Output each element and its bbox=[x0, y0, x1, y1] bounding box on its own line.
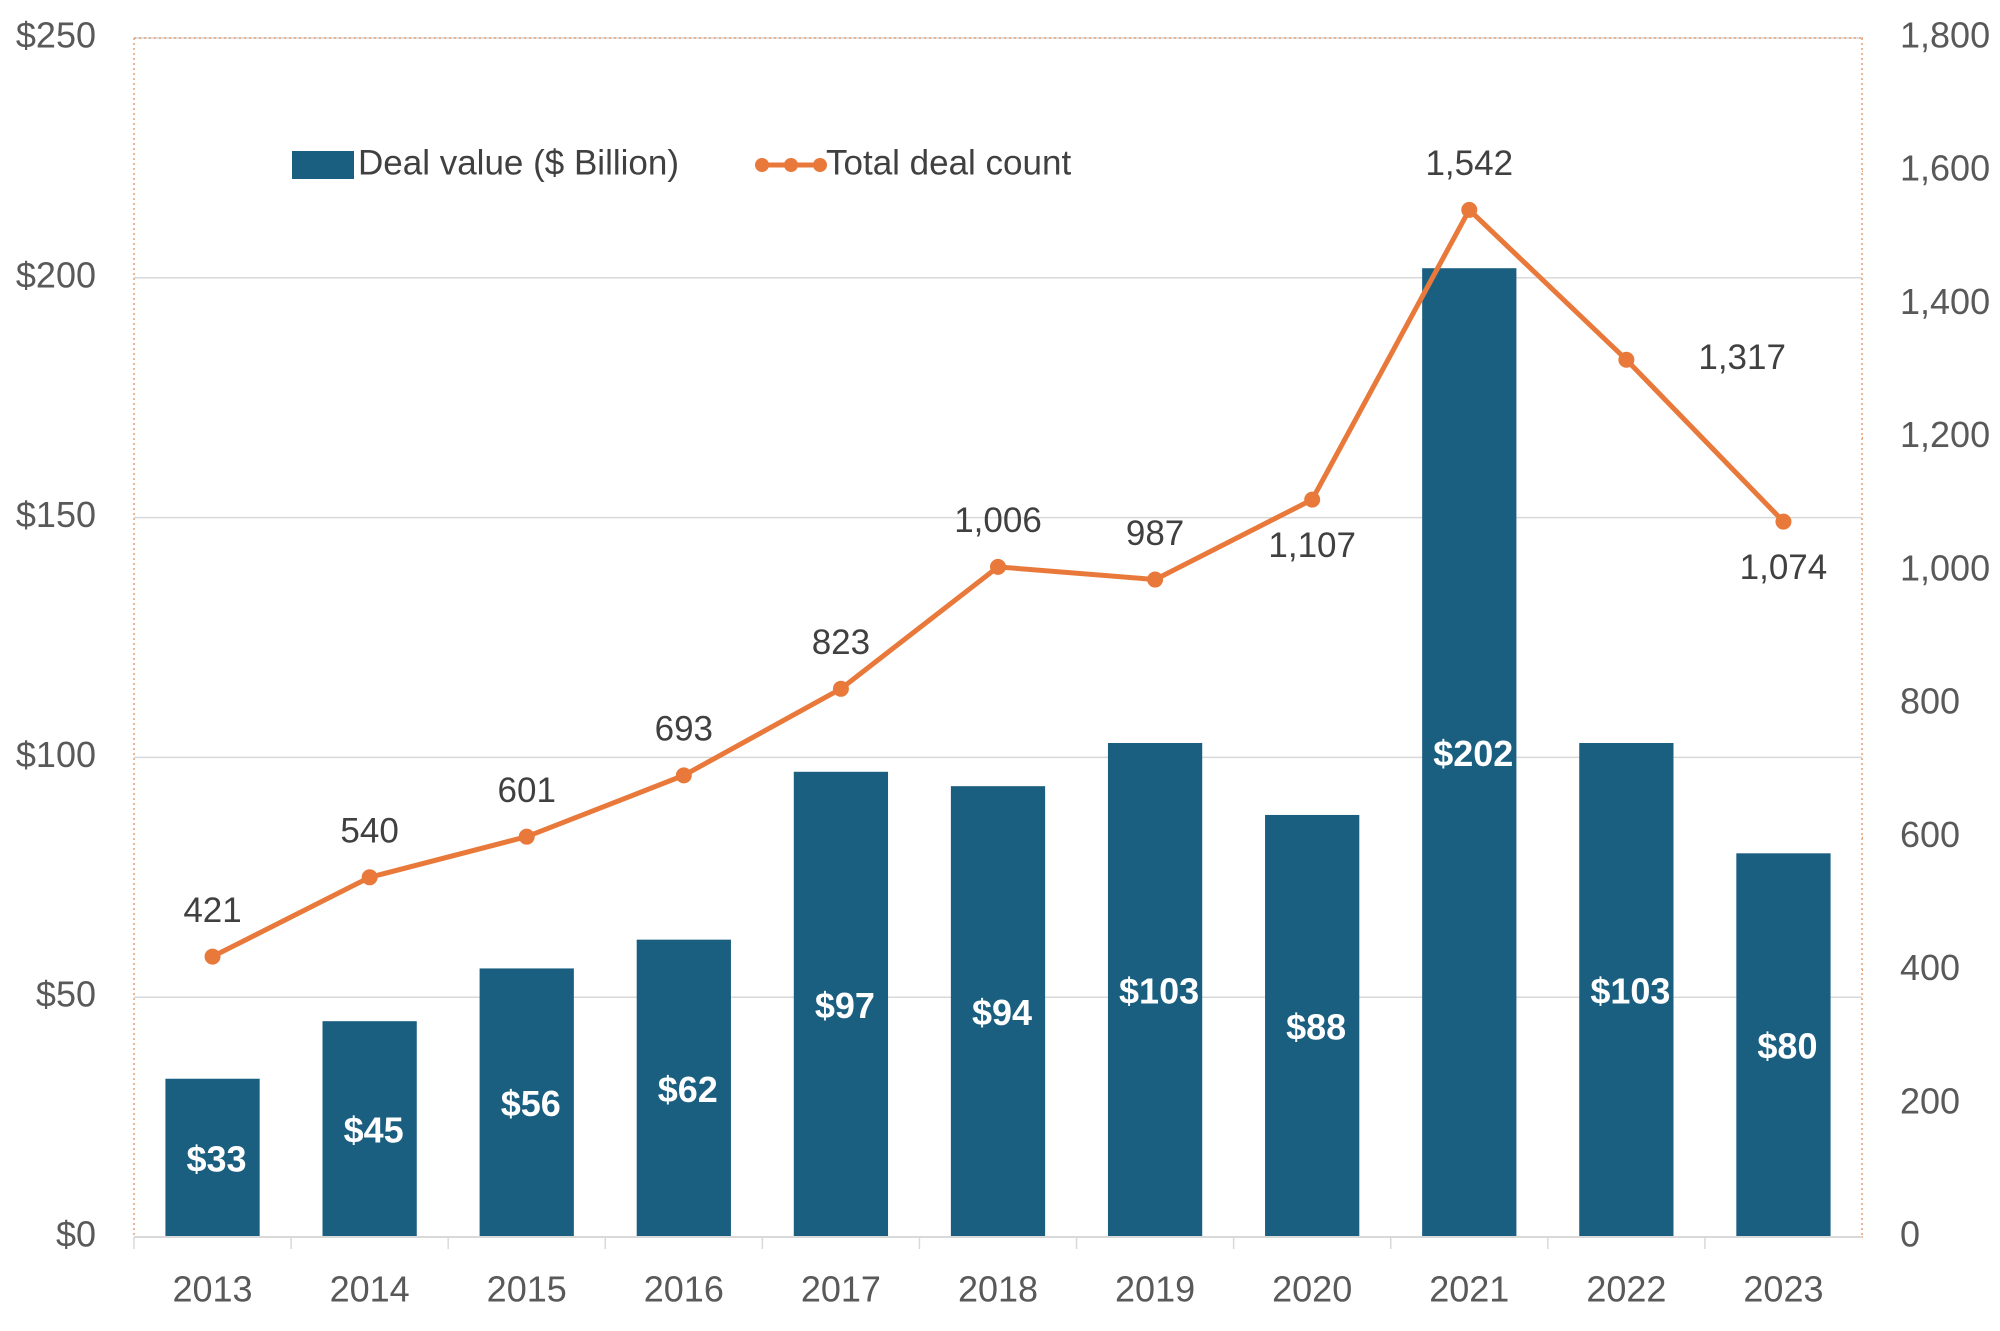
line-marker bbox=[1775, 513, 1792, 530]
bar-value-label: $56 bbox=[501, 1083, 561, 1124]
bar bbox=[950, 786, 1046, 1237]
line-value-label: 1,317 bbox=[1698, 338, 1786, 377]
y-tick-label: $100 bbox=[16, 734, 96, 775]
bar bbox=[1265, 814, 1360, 1237]
line-value-label: 1,074 bbox=[1740, 548, 1828, 587]
x-tick-label: 2017 bbox=[801, 1269, 881, 1310]
line-value-label: 987 bbox=[1126, 514, 1184, 553]
y2-tick-label: 1,600 bbox=[1900, 148, 1990, 189]
line-value-label: 540 bbox=[340, 812, 398, 851]
legend-marker bbox=[755, 158, 769, 172]
bar-value-label: $62 bbox=[658, 1069, 718, 1110]
bar bbox=[165, 1078, 260, 1237]
bar-value-label: $45 bbox=[344, 1110, 404, 1151]
y-tick-label: $200 bbox=[16, 254, 96, 295]
y2-tick-label: 0 bbox=[1900, 1214, 1920, 1255]
x-tick-label: 2018 bbox=[958, 1269, 1038, 1310]
bar bbox=[1736, 853, 1831, 1237]
y2-tick-label: 1,000 bbox=[1900, 547, 1990, 588]
y2-tick-label: 200 bbox=[1900, 1080, 1960, 1121]
y2-tick-label: 800 bbox=[1900, 681, 1960, 722]
x-tick-label: 2013 bbox=[172, 1269, 252, 1310]
legend-marker bbox=[813, 158, 827, 172]
x-tick-label: 2015 bbox=[487, 1269, 567, 1310]
bar-value-label: $103 bbox=[1590, 971, 1670, 1012]
line-value-label: 601 bbox=[498, 771, 556, 810]
line-marker bbox=[518, 828, 535, 845]
y-tick-label: $250 bbox=[16, 15, 96, 56]
legend-marker bbox=[784, 158, 798, 172]
bar-value-label: $97 bbox=[815, 985, 875, 1026]
x-tick-label: 2014 bbox=[330, 1269, 410, 1310]
y2-tick-label: 1,200 bbox=[1900, 414, 1990, 455]
line-marker bbox=[1304, 491, 1321, 508]
bar-value-label: $103 bbox=[1119, 971, 1199, 1012]
y2-tick-label: 600 bbox=[1900, 814, 1960, 855]
y2-tick-label: 400 bbox=[1900, 947, 1960, 988]
line-value-label: 1,107 bbox=[1268, 526, 1356, 565]
line-value-label: 421 bbox=[183, 891, 241, 930]
y-tick-label: $0 bbox=[56, 1214, 96, 1255]
y2-tick-label: 1,400 bbox=[1900, 281, 1990, 322]
line-marker bbox=[990, 558, 1006, 575]
y-tick-label: $50 bbox=[36, 974, 96, 1015]
legend-label: Total deal count bbox=[826, 143, 1071, 182]
bar-value-label: $94 bbox=[972, 992, 1032, 1033]
bar bbox=[636, 939, 731, 1237]
y2-tick-label: 1,800 bbox=[1900, 15, 1990, 56]
line-value-label: 823 bbox=[812, 623, 870, 662]
line-marker bbox=[1618, 351, 1635, 368]
line-marker bbox=[675, 767, 692, 784]
bar bbox=[1422, 268, 1517, 1237]
line-marker bbox=[1147, 571, 1164, 588]
bar bbox=[479, 968, 574, 1237]
x-tick-label: 2022 bbox=[1586, 1269, 1666, 1310]
bar bbox=[793, 771, 889, 1237]
legend-label: Deal value ($ Billion) bbox=[358, 143, 679, 182]
x-tick-label: 2020 bbox=[1272, 1269, 1352, 1310]
y-tick-label: $150 bbox=[16, 494, 96, 535]
bar-value-label: $202 bbox=[1433, 733, 1513, 774]
line-value-label: 1,542 bbox=[1425, 144, 1513, 183]
line-marker bbox=[204, 948, 221, 965]
line-value-label: 693 bbox=[655, 710, 713, 749]
line-marker bbox=[361, 869, 378, 886]
x-tick-label: 2016 bbox=[644, 1269, 724, 1310]
line-marker bbox=[832, 680, 849, 697]
bar bbox=[1107, 743, 1203, 1237]
bar bbox=[322, 1021, 417, 1237]
x-tick-label: 2023 bbox=[1743, 1269, 1823, 1310]
bar-value-label: $80 bbox=[1757, 1026, 1817, 1067]
bar-value-label: $88 bbox=[1286, 1006, 1346, 1047]
bar-value-label: $33 bbox=[187, 1138, 247, 1179]
x-tick-label: 2019 bbox=[1115, 1269, 1195, 1310]
line-value-label: 1,006 bbox=[954, 501, 1042, 540]
legend-swatch bbox=[292, 151, 354, 179]
line-marker bbox=[1461, 201, 1478, 218]
bar bbox=[1579, 743, 1674, 1237]
x-tick-label: 2021 bbox=[1429, 1269, 1509, 1310]
